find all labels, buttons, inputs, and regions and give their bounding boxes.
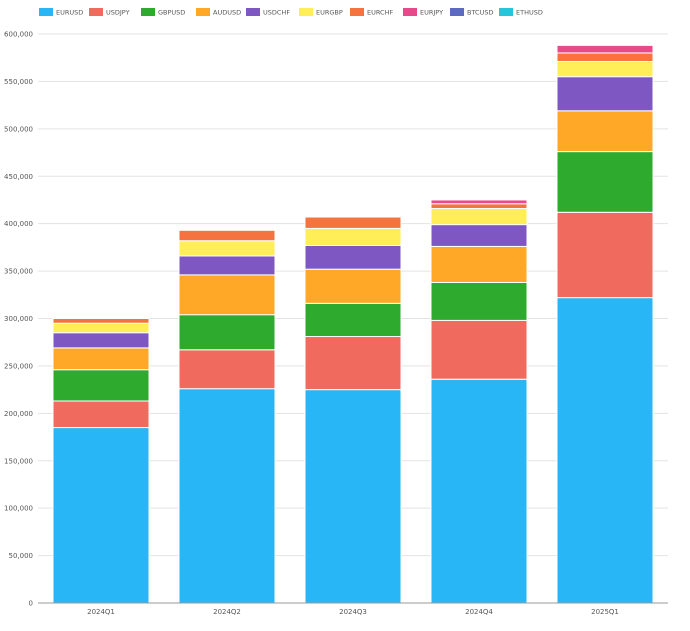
legend-swatch	[499, 8, 513, 16]
legend-swatch	[246, 8, 260, 16]
x-tick-label: 2024Q2	[213, 608, 241, 616]
bar-stack-2024q3[interactable]	[304, 216, 402, 604]
y-axis: 0 50,000 100,000 150,000 200,000 250,000 300,0…	[4, 31, 33, 608]
bar-segment-eurusd[interactable]	[304, 389, 402, 604]
bar-segment-gbpusd[interactable]	[304, 302, 402, 338]
bar-segment-eurgbp[interactable]	[430, 207, 528, 226]
legend-swatch	[350, 8, 364, 16]
bar-segment-usdjpy[interactable]	[556, 211, 654, 299]
bar-segment-audusd[interactable]	[178, 274, 276, 316]
legend-item-audusd[interactable]: AUDUSD	[196, 8, 241, 17]
legend-item-eurusd[interactable]: EURUSD	[39, 8, 83, 17]
bar-segment-gbpusd[interactable]	[178, 314, 276, 351]
x-tick-label: 2024Q3	[339, 608, 367, 616]
legend-label: EURUSD	[56, 9, 83, 17]
y-tick-label: 250,000	[4, 362, 33, 370]
bar-segment-eurusd[interactable]	[556, 297, 654, 604]
y-tick-label: 500,000	[4, 125, 33, 133]
bar-segment-usdjpy[interactable]	[52, 400, 150, 429]
y-tick-label: 400,000	[4, 220, 33, 228]
bar-segment-usdchf[interactable]	[304, 244, 402, 270]
legend-swatch	[89, 8, 103, 16]
legend-label: EURGBP	[316, 9, 343, 17]
legend-item-eurgbp[interactable]: EURGBP	[299, 8, 343, 17]
legend-label: USDJPY	[106, 9, 130, 17]
legend-swatch	[403, 8, 417, 16]
bar-segment-audusd[interactable]	[304, 268, 402, 304]
bar-segment-gbpusd[interactable]	[52, 369, 150, 402]
bar-segment-usdjpy[interactable]	[430, 319, 528, 380]
legend-item-ethusd[interactable]: ETHUSD	[499, 8, 543, 17]
legend-label: GBPUSD	[158, 9, 185, 17]
legend-item-usdjpy[interactable]: USDJPY	[89, 8, 130, 17]
legend-label: USDCHF	[263, 9, 290, 17]
bar-segment-eurjpy[interactable]	[430, 199, 528, 205]
legend-swatch	[141, 8, 155, 16]
bar-segment-audusd[interactable]	[556, 110, 654, 153]
y-tick-label: 450,000	[4, 173, 33, 181]
y-tick-label: 50,000	[9, 552, 34, 560]
bar-segment-eurusd[interactable]	[178, 388, 276, 604]
legend-swatch	[196, 8, 210, 16]
bar-segment-eurgbp[interactable]	[556, 61, 654, 78]
bar-segment-eurgbp[interactable]	[52, 322, 150, 334]
y-tick-label: 300,000	[4, 315, 33, 323]
bar-segment-usdchf[interactable]	[52, 332, 150, 349]
x-tick-label: 2024Q1	[87, 608, 115, 616]
legend-item-btcusd[interactable]: BTCUSD	[450, 8, 493, 17]
legend-label: BTCUSD	[467, 9, 493, 17]
y-tick-label: 350,000	[4, 268, 33, 276]
legend-label: EURJPY	[420, 9, 443, 17]
legend-label: ETHUSD	[516, 9, 543, 17]
legend-item-gbpusd[interactable]: GBPUSD	[141, 8, 185, 17]
bar-segment-eurchf[interactable]	[430, 203, 528, 209]
bar-segment-eurjpy[interactable]	[556, 44, 654, 54]
bar-segment-eurusd[interactable]	[430, 378, 528, 604]
bar-segment-eurchf[interactable]	[304, 216, 402, 229]
y-tick-label: 550,000	[4, 78, 33, 86]
legend-label: EURCHF	[367, 9, 393, 17]
legend-swatch	[450, 8, 464, 16]
bar-segment-audusd[interactable]	[430, 245, 528, 283]
y-tick-label: 150,000	[4, 457, 33, 465]
legend-swatch	[39, 8, 53, 16]
bar-segment-eurgbp[interactable]	[178, 240, 276, 257]
bar-segment-eurgbp[interactable]	[304, 227, 402, 246]
x-axis: 2024Q1 2024Q2 2024Q3 2024Q4 2025Q1	[38, 602, 668, 616]
bar-segment-eurchf[interactable]	[52, 318, 150, 324]
bar-segment-usdchf[interactable]	[556, 76, 654, 112]
bars[interactable]	[52, 44, 654, 604]
legend-label: AUDUSD	[213, 9, 241, 17]
legend-item-usdchf[interactable]: USDCHF	[246, 8, 290, 17]
bar-segment-gbpusd[interactable]	[430, 281, 528, 321]
y-tick-label: 0	[29, 600, 33, 608]
bar-segment-audusd[interactable]	[52, 347, 150, 371]
bar-segment-eurchf[interactable]	[178, 229, 276, 242]
y-tick-label: 100,000	[4, 505, 33, 513]
legend-swatch	[299, 8, 313, 16]
bar-segment-usdjpy[interactable]	[304, 336, 402, 391]
x-tick-label: 2024Q4	[465, 608, 493, 616]
y-tick-label: 200,000	[4, 410, 33, 418]
y-tick-label: 600,000	[4, 31, 33, 39]
bar-segment-usdchf[interactable]	[178, 255, 276, 276]
legend-item-eurchf[interactable]: EURCHF	[350, 8, 393, 17]
legend[interactable]: EURUSD USDJPY GBPUSD AUDUSD USDCHF EURGBP EURC…	[39, 8, 543, 17]
bar-segment-usdchf[interactable]	[430, 224, 528, 247]
bar-stack-2025q1[interactable]	[556, 44, 654, 604]
bar-stack-2024q2[interactable]	[178, 229, 276, 604]
bar-segment-gbpusd[interactable]	[556, 151, 654, 213]
bar-stack-2024q1[interactable]	[52, 318, 150, 604]
bar-segment-eurusd[interactable]	[52, 427, 150, 604]
bar-stack-2024q4[interactable]	[430, 199, 528, 604]
x-tick-label: 2025Q1	[591, 608, 619, 616]
legend-item-eurjpy[interactable]: EURJPY	[403, 8, 443, 17]
bar-segment-usdjpy[interactable]	[178, 349, 276, 390]
bar-segment-eurchf[interactable]	[556, 52, 654, 63]
